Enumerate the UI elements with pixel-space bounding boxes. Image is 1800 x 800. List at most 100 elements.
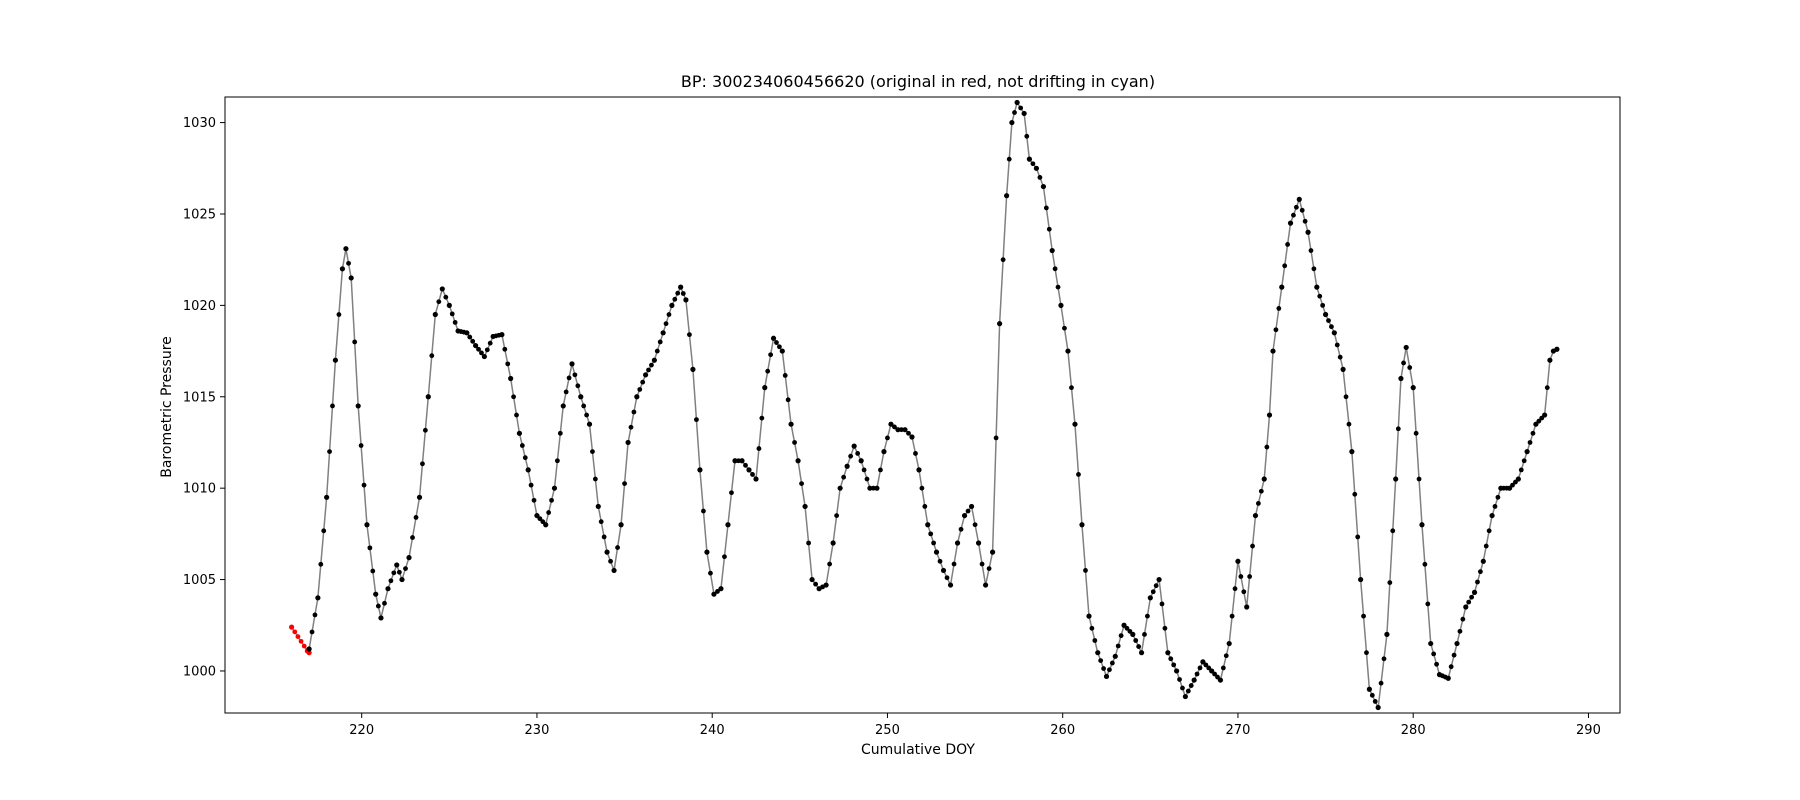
x-tick-label: 250	[875, 723, 900, 738]
x-axis-label: Cumulative DOY	[861, 742, 975, 758]
data-point	[586, 421, 593, 427]
data-point-interp	[1343, 394, 1349, 400]
data-point-interp	[410, 535, 415, 540]
data-point-interp	[972, 522, 978, 528]
data-point-interp	[1387, 580, 1393, 586]
data-point	[1340, 366, 1346, 372]
data-point	[1079, 522, 1085, 528]
data-point-interp	[484, 347, 490, 353]
data-point	[1410, 385, 1416, 391]
data-point	[1547, 357, 1553, 363]
data-point	[1314, 284, 1320, 290]
data-point-interp	[855, 451, 861, 456]
data-point-interp	[759, 415, 765, 421]
data-point-interp	[1457, 628, 1463, 634]
data-point-interp	[1308, 248, 1314, 253]
data-point-interp	[1153, 583, 1159, 589]
data-point-interp	[327, 449, 332, 455]
data-point-interp	[601, 534, 607, 540]
data-point	[324, 494, 330, 500]
data-point-interp	[1483, 543, 1489, 549]
data-point	[1296, 196, 1302, 202]
data-point-interp	[370, 568, 376, 574]
data-point	[1358, 576, 1364, 583]
data-point-interp	[1372, 699, 1378, 704]
data-point-interp	[382, 600, 387, 606]
data-point	[1009, 119, 1015, 126]
data-point-interp	[292, 629, 298, 635]
data-point-interp	[467, 334, 473, 340]
data-point-interp	[1069, 385, 1074, 391]
data-point	[1270, 348, 1276, 354]
data-point	[867, 485, 873, 491]
data-point-interp	[657, 339, 663, 345]
data-point-interp	[729, 490, 734, 496]
data-point-interp	[1378, 680, 1384, 686]
data-point	[725, 522, 731, 528]
data-point	[1226, 640, 1232, 647]
data-point-interp	[919, 485, 925, 491]
data-point-interp	[321, 528, 327, 534]
data-point-interp	[487, 340, 493, 346]
data-point	[1480, 558, 1486, 564]
data-point-interp	[1197, 665, 1203, 671]
data-point	[947, 582, 954, 588]
data-point	[385, 586, 391, 592]
data-point-interp	[640, 379, 646, 385]
data-point-interp	[649, 362, 654, 368]
data-point	[690, 366, 696, 372]
x-tick-label: 260	[1050, 723, 1075, 738]
data-point-interp	[375, 603, 381, 609]
data-point-interp	[511, 394, 516, 400]
data-point-interp	[1024, 133, 1030, 139]
data-point	[373, 591, 379, 597]
data-point	[1393, 476, 1399, 482]
data-point-interp	[1030, 161, 1036, 167]
data-point-interp	[1469, 594, 1475, 600]
data-point	[954, 540, 961, 546]
data-point	[1322, 311, 1329, 318]
data-point-interp	[1006, 156, 1012, 162]
y-axis: 1000 1005 1010 1015 1020 1025 1030	[183, 116, 225, 679]
data-point	[762, 385, 768, 391]
data-point-interp	[1369, 692, 1375, 698]
data-point	[1065, 348, 1071, 354]
data-point	[578, 394, 584, 400]
data-point-interp	[906, 430, 911, 436]
data-point	[753, 476, 759, 482]
data-point-interp	[1247, 574, 1253, 579]
data-point-interp	[708, 570, 713, 576]
data-point	[1095, 650, 1101, 656]
data-point	[625, 439, 631, 446]
data-point-interp	[885, 435, 890, 441]
x-tick-label: 290	[1576, 723, 1601, 738]
data-point	[1471, 589, 1478, 595]
data-point-interp	[1258, 488, 1264, 494]
data-point-interp	[931, 540, 936, 546]
data-point-interp	[505, 361, 511, 367]
data-point	[1147, 595, 1153, 601]
data-point	[315, 595, 321, 601]
data-point	[446, 302, 452, 308]
data-point-interp	[422, 427, 428, 433]
data-point-interp	[608, 558, 613, 564]
data-point-interp	[449, 311, 455, 317]
data-point	[1398, 375, 1404, 382]
data-point	[1138, 650, 1145, 656]
series-line	[290, 100, 1558, 711]
data-point	[1419, 522, 1425, 528]
data-point-interp	[352, 339, 358, 345]
data-point	[660, 330, 666, 336]
data-point	[802, 503, 808, 510]
data-point-interp	[1486, 528, 1492, 534]
data-point-interp	[861, 467, 867, 473]
data-point	[881, 449, 887, 455]
data-point	[508, 375, 514, 382]
data-point	[525, 467, 531, 473]
data-point	[1454, 640, 1460, 647]
data-point-interp	[336, 312, 342, 317]
data-point	[464, 330, 470, 336]
data-point	[968, 503, 975, 510]
data-point-interp	[1203, 662, 1209, 668]
data-point-interp	[631, 409, 637, 415]
